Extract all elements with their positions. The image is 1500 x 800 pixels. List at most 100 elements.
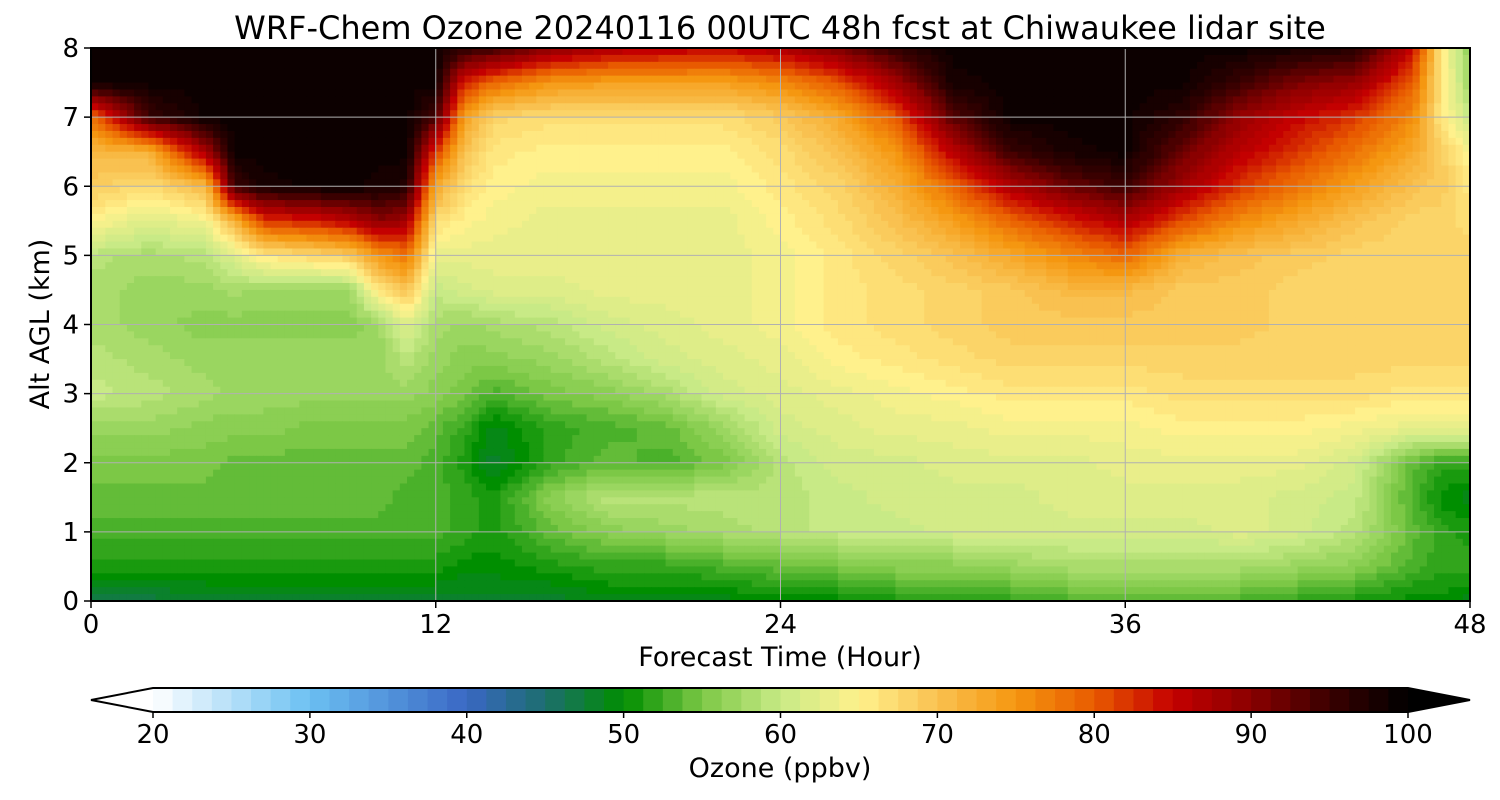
field-cell — [823, 144, 832, 153]
field-cell — [414, 96, 422, 104]
field-cell — [1139, 130, 1148, 139]
field-cell — [1455, 54, 1464, 63]
field-cell — [701, 130, 710, 139]
field-cell — [205, 61, 214, 70]
field-cell — [787, 179, 796, 187]
field-cell — [1412, 89, 1421, 97]
field-cell — [1125, 172, 1134, 180]
field-cell — [1319, 96, 1327, 104]
field-cell — [1390, 68, 1399, 77]
field-cell — [830, 96, 839, 104]
field-cell — [694, 179, 703, 187]
field-cell — [1390, 193, 1399, 201]
field-cell — [658, 200, 667, 208]
field-cell — [1462, 61, 1471, 70]
field-cell — [464, 179, 473, 187]
field-cell — [852, 179, 861, 187]
field-cell — [672, 54, 681, 63]
field-cell — [299, 200, 308, 208]
field-cell — [1240, 193, 1248, 201]
field-cell — [852, 82, 861, 91]
field-cell — [1053, 54, 1062, 63]
field-cell — [572, 137, 580, 146]
field-cell — [622, 130, 631, 139]
field-cell — [644, 124, 652, 132]
field-cell — [1311, 75, 1320, 84]
field-cell — [787, 165, 796, 174]
field-cell — [1103, 158, 1112, 167]
field-cell — [1096, 96, 1105, 104]
field-cell — [629, 68, 638, 77]
field-cell — [1103, 103, 1112, 111]
field-cell — [730, 186, 738, 194]
field-cell — [636, 124, 645, 132]
field-cell — [1412, 179, 1421, 187]
field-cell — [241, 144, 250, 153]
field-cell — [1297, 103, 1306, 111]
field-cell — [802, 151, 810, 160]
field-cell — [471, 179, 480, 187]
field-cell — [521, 213, 530, 222]
field-cell — [421, 48, 430, 56]
field-cell — [1053, 117, 1062, 125]
field-cell — [141, 48, 150, 56]
field-cell — [888, 130, 897, 139]
field-cell — [1175, 165, 1184, 174]
field-cell — [916, 179, 925, 187]
field-cell — [198, 61, 207, 70]
field-cell — [1132, 186, 1141, 194]
field-cell — [845, 220, 853, 229]
field-cell — [794, 117, 803, 125]
field-cell — [1103, 206, 1112, 215]
field-cell — [1024, 193, 1033, 201]
field-cell — [184, 110, 193, 118]
field-cell — [227, 137, 236, 146]
field-cell — [141, 75, 150, 84]
field-cell — [1046, 200, 1055, 208]
field-cell — [644, 68, 652, 77]
field-cell — [1204, 137, 1213, 146]
field-cell — [967, 82, 976, 91]
field-cell — [787, 193, 796, 201]
field-cell — [1412, 75, 1421, 84]
field-cell — [414, 103, 422, 111]
field-cell — [1132, 172, 1141, 180]
field-cell — [931, 144, 940, 153]
field-cell — [1089, 151, 1098, 160]
field-cell — [622, 61, 631, 70]
field-cell — [1197, 220, 1205, 229]
field-cell — [888, 158, 897, 167]
field-cell — [1276, 82, 1284, 91]
field-cell — [780, 165, 789, 174]
field-cell — [586, 206, 595, 215]
field-cell — [694, 172, 703, 180]
field-cell — [780, 206, 789, 215]
field-cell — [694, 48, 703, 56]
field-cell — [1024, 130, 1033, 139]
field-cell — [529, 193, 537, 201]
field-cell — [916, 172, 925, 180]
field-cell — [126, 96, 135, 104]
field-cell — [220, 82, 229, 91]
field-cell — [521, 110, 530, 118]
field-cell — [493, 130, 501, 139]
field-cell — [1426, 193, 1435, 201]
field-cell — [1089, 213, 1098, 222]
field-cell — [500, 103, 509, 111]
field-cell — [457, 75, 466, 84]
field-cell — [694, 165, 703, 174]
field-cell — [342, 179, 351, 187]
field-cell — [306, 103, 315, 111]
field-cell — [974, 82, 983, 91]
field-cell — [141, 193, 150, 201]
field-cell — [1017, 200, 1026, 208]
field-cell — [687, 96, 695, 104]
field-cell — [1376, 172, 1385, 180]
field-cell — [1276, 96, 1284, 104]
field-cell — [873, 172, 882, 180]
field-cell — [1225, 137, 1234, 146]
field-cell — [1218, 151, 1227, 160]
field-cell — [213, 48, 221, 56]
field-cell — [1311, 206, 1320, 215]
field-cell — [162, 137, 171, 146]
